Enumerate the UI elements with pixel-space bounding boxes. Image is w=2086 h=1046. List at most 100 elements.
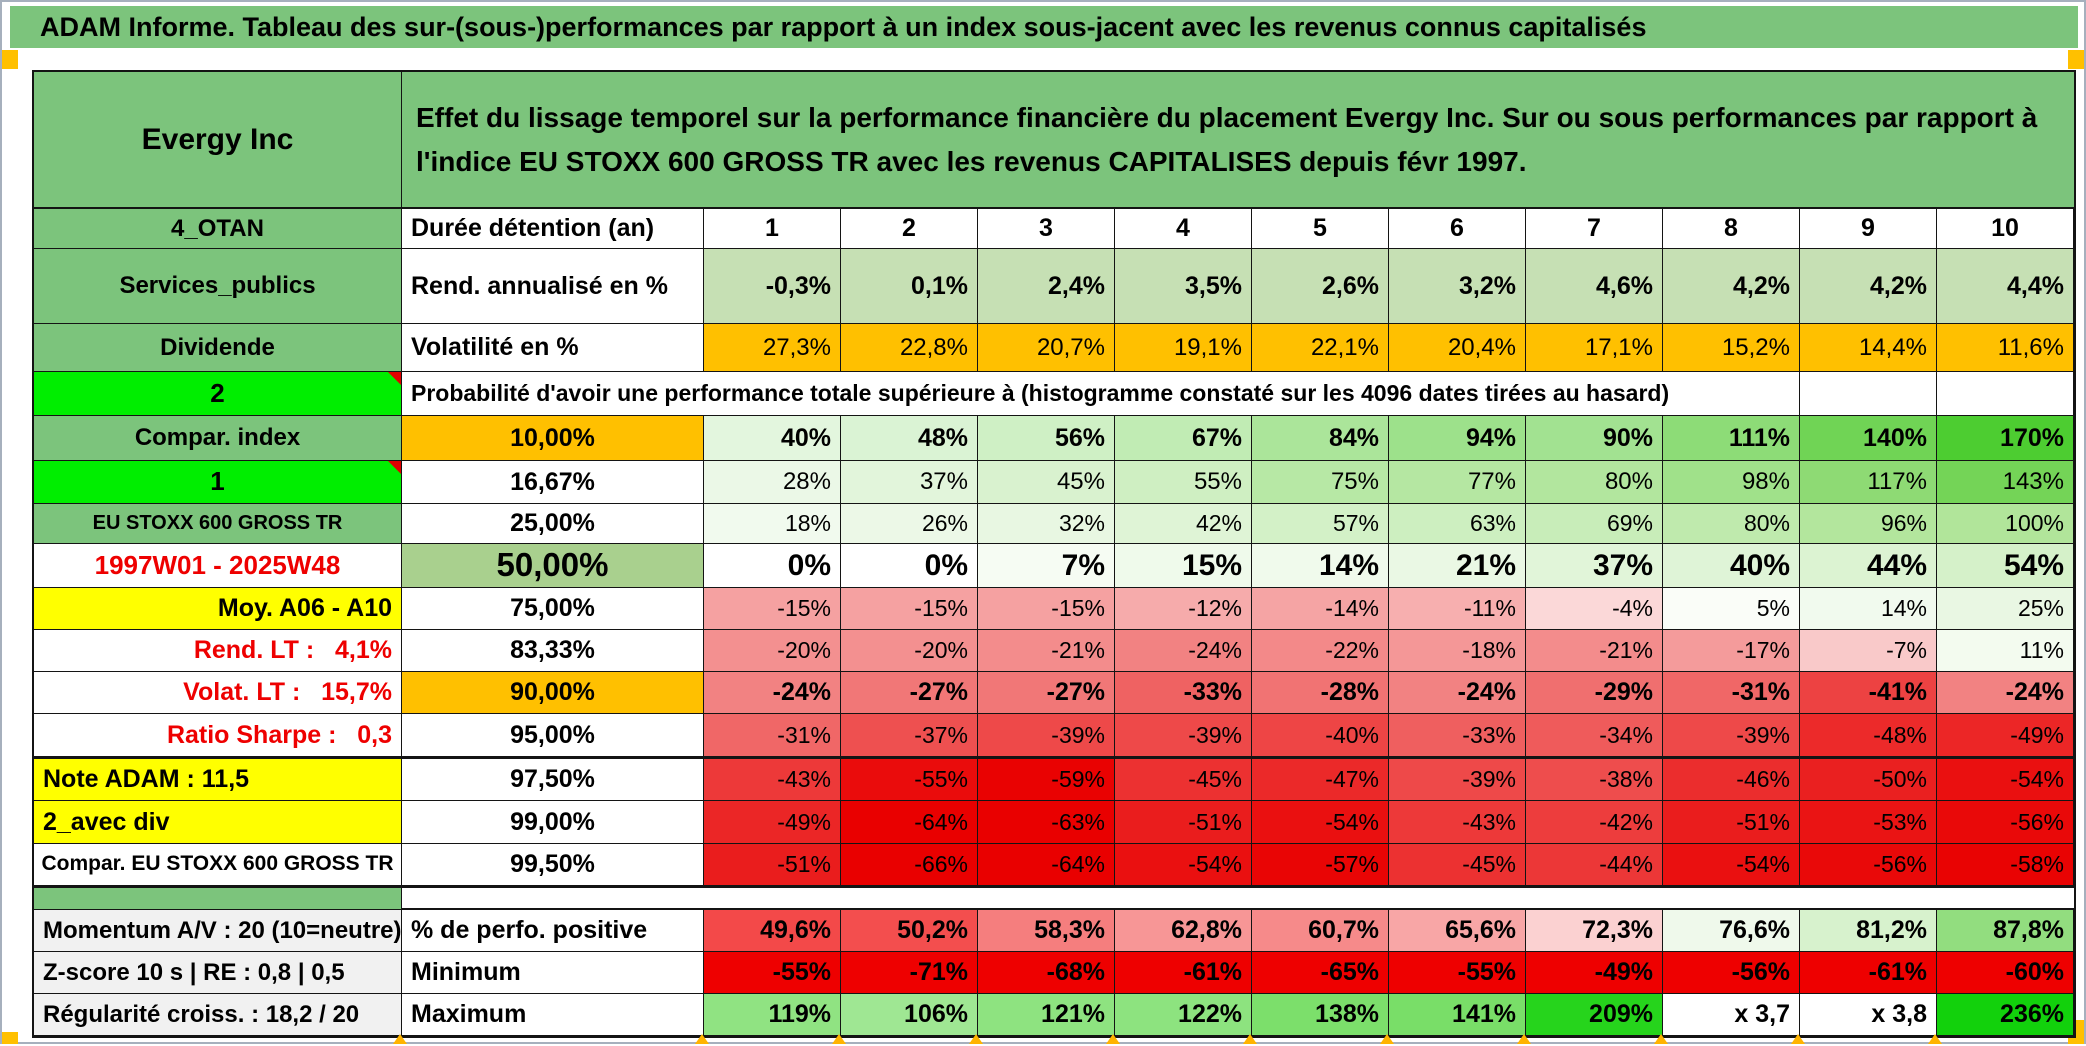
metric-cell[interactable]: 50,00% <box>402 544 704 588</box>
value-cell[interactable]: 20,4% <box>1389 324 1526 372</box>
value-cell[interactable]: -40% <box>1252 714 1389 759</box>
value-cell[interactable]: 75% <box>1252 461 1389 504</box>
value-cell[interactable]: -4% <box>1526 588 1663 630</box>
value-cell[interactable]: 22,8% <box>841 324 978 372</box>
value-cell[interactable]: 3 <box>978 209 1115 249</box>
value-cell[interactable]: -47% <box>1252 759 1389 801</box>
value-cell[interactable]: 4,2% <box>1800 249 1937 324</box>
value-cell[interactable]: 62,8% <box>1115 910 1252 952</box>
value-cell[interactable]: 28% <box>704 461 841 504</box>
row-label-cell[interactable]: 4_OTAN <box>34 209 402 249</box>
value-cell[interactable]: 26% <box>841 504 978 544</box>
value-cell[interactable]: 6 <box>1389 209 1526 249</box>
value-cell[interactable]: -55% <box>704 952 841 994</box>
value-cell[interactable]: -21% <box>978 630 1115 672</box>
value-cell[interactable]: 96% <box>1800 504 1937 544</box>
row-label-cell[interactable]: Z-score 10 s | RE : 0,8 | 0,5 <box>34 952 402 994</box>
row-label-cell[interactable]: 2 <box>34 372 402 416</box>
value-cell[interactable]: x 3,7 <box>1663 994 1800 1036</box>
row-label-cell[interactable] <box>34 888 402 910</box>
value-cell[interactable]: -7% <box>1800 630 1937 672</box>
value-cell[interactable]: 54% <box>1937 544 2074 588</box>
value-cell[interactable]: -49% <box>1937 714 2074 759</box>
value-cell[interactable]: 37% <box>841 461 978 504</box>
metric-cell[interactable]: 90,00% <box>402 672 704 714</box>
value-cell[interactable]: 94% <box>1389 416 1526 461</box>
metric-cell[interactable]: 75,00% <box>402 588 704 630</box>
value-cell[interactable]: -54% <box>1663 844 1800 888</box>
value-cell[interactable]: 80% <box>1526 461 1663 504</box>
value-cell[interactable]: 3,2% <box>1389 249 1526 324</box>
value-cell[interactable]: 69% <box>1526 504 1663 544</box>
value-cell[interactable]: -33% <box>1115 672 1252 714</box>
value-cell[interactable]: 87,8% <box>1937 910 2074 952</box>
value-cell[interactable]: -14% <box>1252 588 1389 630</box>
value-cell[interactable]: -18% <box>1389 630 1526 672</box>
value-cell[interactable]: -50% <box>1800 759 1937 801</box>
metric-cell[interactable]: 95,00% <box>402 714 704 759</box>
value-cell[interactable]: 138% <box>1252 994 1389 1036</box>
value-cell[interactable]: 40% <box>704 416 841 461</box>
value-cell[interactable]: -71% <box>841 952 978 994</box>
value-cell[interactable]: 5% <box>1663 588 1800 630</box>
value-cell[interactable]: 2 <box>841 209 978 249</box>
value-cell[interactable]: 49,6% <box>704 910 841 952</box>
value-cell[interactable]: -22% <box>1252 630 1389 672</box>
metric-cell[interactable]: 99,00% <box>402 801 704 844</box>
value-cell[interactable]: -56% <box>1937 801 2074 844</box>
value-cell[interactable]: 7% <box>978 544 1115 588</box>
empty-cell[interactable] <box>1937 372 2074 416</box>
value-cell[interactable]: 106% <box>841 994 978 1036</box>
value-cell[interactable]: 14% <box>1800 588 1937 630</box>
value-cell[interactable]: 14% <box>1252 544 1389 588</box>
value-cell[interactable]: 18% <box>704 504 841 544</box>
value-cell[interactable]: 11% <box>1937 630 2074 672</box>
value-cell[interactable]: -20% <box>841 630 978 672</box>
value-cell[interactable]: -53% <box>1800 801 1937 844</box>
value-cell[interactable]: 143% <box>1937 461 2074 504</box>
value-cell[interactable]: -55% <box>1389 952 1526 994</box>
value-cell[interactable]: 0% <box>841 544 978 588</box>
value-cell[interactable]: -33% <box>1389 714 1526 759</box>
value-cell[interactable]: -63% <box>978 801 1115 844</box>
value-cell[interactable]: -27% <box>978 672 1115 714</box>
value-cell[interactable]: -15% <box>978 588 1115 630</box>
value-cell[interactable]: 21% <box>1389 544 1526 588</box>
value-cell[interactable]: 5 <box>1252 209 1389 249</box>
value-cell[interactable]: -57% <box>1252 844 1389 888</box>
value-cell[interactable]: 2,6% <box>1252 249 1389 324</box>
value-cell[interactable]: -41% <box>1800 672 1937 714</box>
value-cell[interactable]: -51% <box>1663 801 1800 844</box>
value-cell[interactable]: -66% <box>841 844 978 888</box>
value-cell[interactable]: -56% <box>1663 952 1800 994</box>
value-cell[interactable]: -48% <box>1800 714 1937 759</box>
row-label-cell[interactable]: 1997W01 - 2025W48 <box>34 544 402 588</box>
value-cell[interactable]: 19,1% <box>1115 324 1252 372</box>
value-cell[interactable]: -46% <box>1663 759 1800 801</box>
metric-cell[interactable]: 97,50% <box>402 759 704 801</box>
value-cell[interactable]: 14,4% <box>1800 324 1937 372</box>
row-label-cell[interactable]: Compar. EU STOXX 600 GROSS TR <box>34 844 402 888</box>
value-cell[interactable]: -45% <box>1389 844 1526 888</box>
value-cell[interactable]: 170% <box>1937 416 2074 461</box>
value-cell[interactable]: 37% <box>1526 544 1663 588</box>
value-cell[interactable]: 122% <box>1115 994 1252 1036</box>
row-label-cell[interactable]: 1 <box>34 461 402 504</box>
value-cell[interactable]: 81,2% <box>1800 910 1937 952</box>
value-cell[interactable]: -49% <box>704 801 841 844</box>
value-cell[interactable]: -29% <box>1526 672 1663 714</box>
value-cell[interactable]: -11% <box>1389 588 1526 630</box>
value-cell[interactable]: -21% <box>1526 630 1663 672</box>
value-cell[interactable]: -45% <box>1115 759 1252 801</box>
value-cell[interactable]: -39% <box>1663 714 1800 759</box>
value-cell[interactable]: 63% <box>1389 504 1526 544</box>
metric-cell[interactable]: Maximum <box>402 994 704 1036</box>
value-cell[interactable]: 0% <box>704 544 841 588</box>
value-cell[interactable]: 80% <box>1663 504 1800 544</box>
value-cell[interactable]: 11,6% <box>1937 324 2074 372</box>
value-cell[interactable]: -24% <box>1115 630 1252 672</box>
row-label-cell[interactable]: Momentum A/V : 20 (10=neutre) <box>34 910 402 952</box>
value-cell[interactable]: x 3,8 <box>1800 994 1937 1036</box>
value-cell[interactable]: -37% <box>841 714 978 759</box>
value-cell[interactable]: 76,6% <box>1663 910 1800 952</box>
